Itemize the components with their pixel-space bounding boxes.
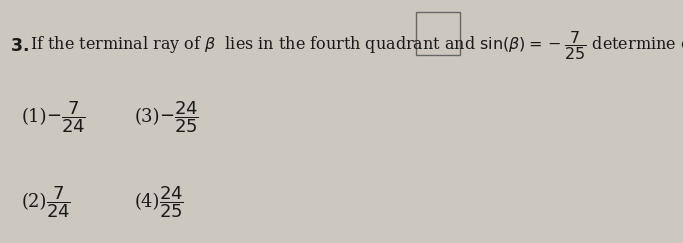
FancyBboxPatch shape xyxy=(416,12,460,55)
Text: If the terminal ray of $\beta$  lies in the fourth quadrant and $\sin(\beta) = -: If the terminal ray of $\beta$ lies in t… xyxy=(30,29,683,62)
Text: (1): (1) xyxy=(22,108,47,126)
Text: $\mathbf{3.}$: $\mathbf{3.}$ xyxy=(10,36,29,54)
Text: (4): (4) xyxy=(135,193,160,211)
Text: $\dfrac{7}{24}$: $\dfrac{7}{24}$ xyxy=(46,184,71,220)
Text: $\dfrac{24}{25}$: $\dfrac{24}{25}$ xyxy=(159,184,184,220)
Text: (3): (3) xyxy=(135,108,160,126)
Text: $-\dfrac{24}{25}$: $-\dfrac{24}{25}$ xyxy=(159,99,199,135)
Text: (2): (2) xyxy=(22,193,47,211)
Text: $-\dfrac{7}{24}$: $-\dfrac{7}{24}$ xyxy=(46,99,86,135)
